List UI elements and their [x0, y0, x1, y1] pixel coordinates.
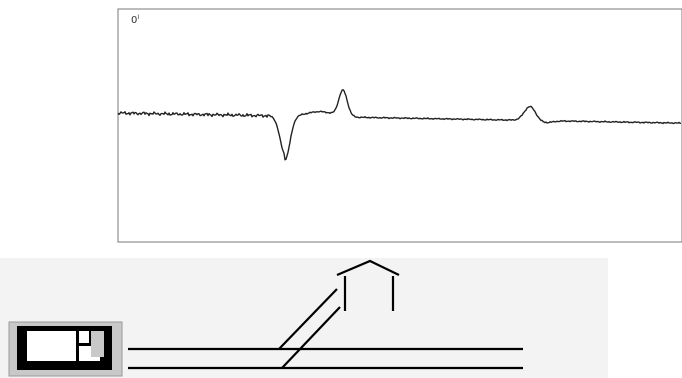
- plot-corner-superscript: I: [137, 14, 139, 21]
- waveform-plot-frame: [118, 9, 682, 242]
- device-window-left: [27, 331, 76, 361]
- device-window-small: [79, 331, 89, 343]
- device-grey-block: [91, 331, 104, 357]
- device-box: [9, 322, 122, 376]
